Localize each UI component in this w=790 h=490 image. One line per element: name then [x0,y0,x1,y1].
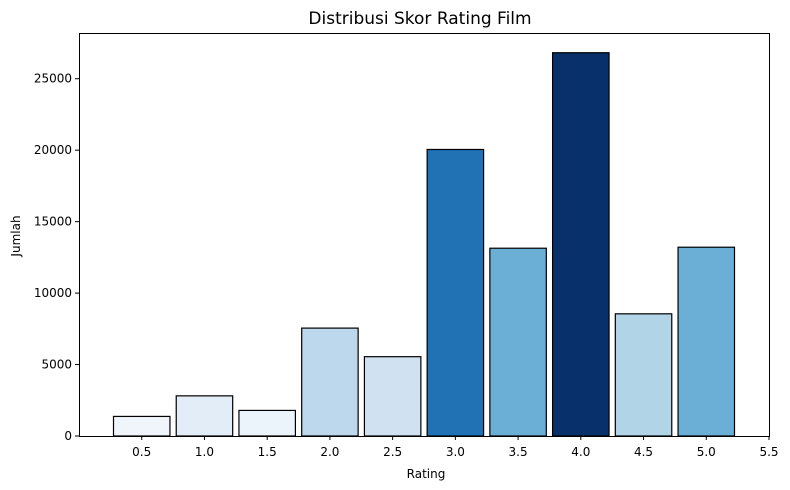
x-tick-label: 2.0 [320,445,339,459]
x-tick-label: 4.5 [634,445,653,459]
x-tick-label: 3.5 [509,445,528,459]
bar-0.5 [112,415,171,437]
bar-3.0 [426,148,485,437]
chart-title: Distribusi Skor Rating Film [308,9,531,29]
x-tick-label: 5.5 [759,445,778,459]
y-tick-label: 25000 [34,72,72,86]
bar-4.0 [551,52,610,437]
plot-area-frame [79,33,770,437]
bar-1.0 [175,395,234,437]
y-tick-label: 5000 [41,358,72,372]
bar-1.5 [238,409,297,437]
y-axis-label: Jumlah [9,215,23,257]
y-tick-label: 20000 [34,143,72,157]
x-axis-label: Rating [407,467,446,481]
x-ticks-group: 0.5 1.0 1.5 2.0 2.5 3.0 3.5 4.0 4.5 5.0 5.5 [132,436,779,459]
y-tick-label: 0 [64,429,72,443]
bar-2.5 [363,356,422,437]
y-tick-label: 15000 [34,215,72,229]
x-tick-label: 1.5 [258,445,277,459]
x-tick-label: 5.0 [697,445,716,459]
bars-group [112,52,736,437]
y-ticks-group: 0 5000 10000 15000 20000 25000 [34,72,79,443]
x-tick-label: 1.0 [195,445,214,459]
x-tick-label: 2.5 [383,445,402,459]
bar-3.5 [489,247,547,437]
x-tick-label: 4.0 [571,445,590,459]
y-tick-label: 10000 [34,286,72,300]
bar-2.0 [301,327,359,437]
x-tick-label: 3.0 [446,445,465,459]
x-tick-label: 0.5 [132,445,151,459]
bar-4.5 [614,313,673,437]
bar-5.0 [677,246,736,437]
